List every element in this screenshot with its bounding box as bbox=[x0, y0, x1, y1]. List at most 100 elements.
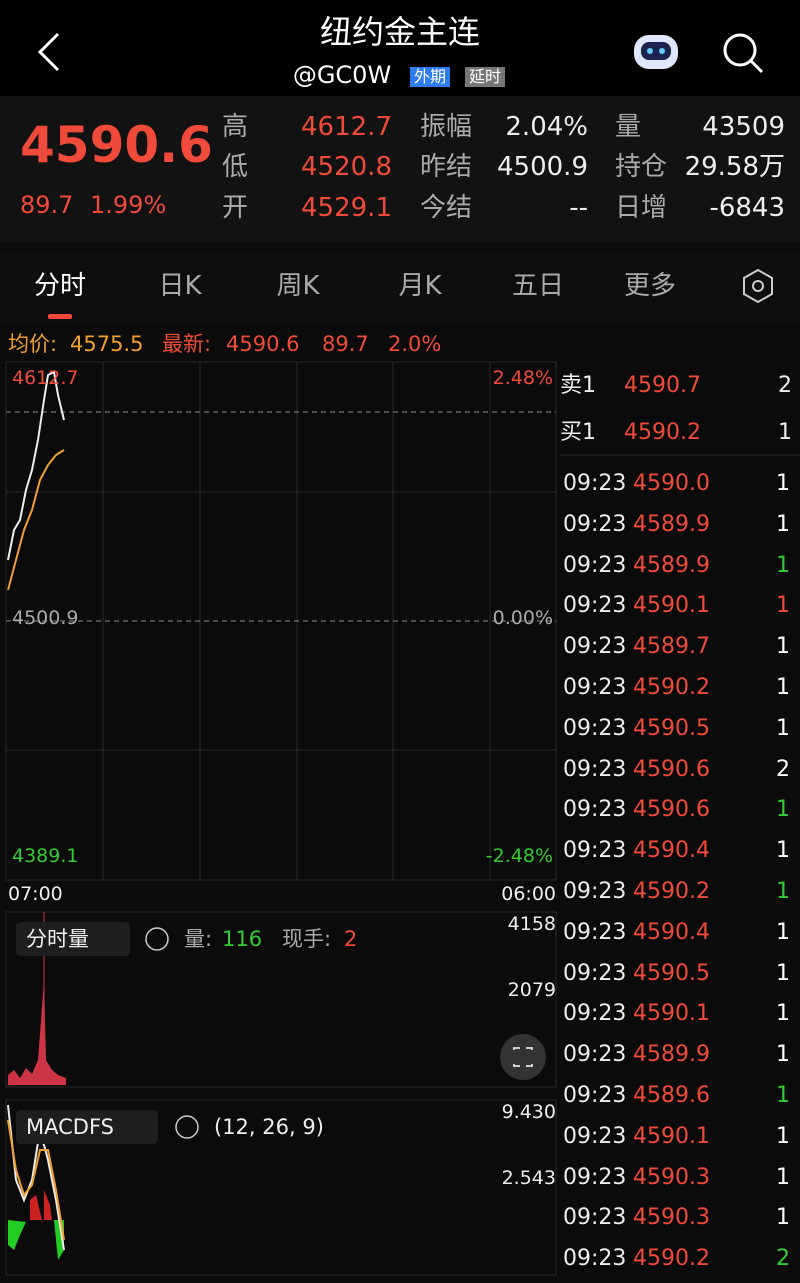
stat-value: 43509 bbox=[702, 112, 785, 142]
trade-qty: 1 bbox=[776, 593, 790, 619]
volume-scale: 2079 bbox=[507, 978, 556, 1001]
macd-params: (12, 26, 9) bbox=[214, 1114, 324, 1139]
trade-price: 4590.3 bbox=[633, 1205, 710, 1231]
avg: 4575.5 bbox=[70, 331, 144, 356]
tab[interactable]: 日K bbox=[158, 271, 202, 301]
trade-qty: 1 bbox=[776, 797, 790, 823]
trade-qty: 1 bbox=[776, 1205, 790, 1231]
tag: 外期 bbox=[410, 67, 451, 87]
trade-time: 09:23 bbox=[563, 1246, 627, 1272]
book-label: 卖1 bbox=[560, 373, 596, 398]
percent: 1.99% bbox=[90, 191, 167, 219]
stat-value: -6843 bbox=[709, 193, 785, 223]
trade-price: 4589.7 bbox=[633, 634, 710, 660]
robot-icon[interactable] bbox=[634, 35, 678, 69]
trade-qty: 1 bbox=[776, 1123, 790, 1149]
search-icon[interactable] bbox=[723, 33, 764, 74]
book-price: 4590.2 bbox=[624, 420, 701, 445]
trade-time: 09:23 bbox=[563, 1042, 627, 1068]
stat-label: 量 bbox=[615, 112, 642, 142]
stat-label: 低 bbox=[222, 152, 249, 182]
stat-label: 日增 bbox=[615, 193, 668, 223]
tag: 延时 bbox=[465, 67, 506, 87]
code: @GC0W bbox=[292, 61, 392, 89]
trade-time: 09:23 bbox=[563, 1164, 627, 1190]
title: 纽约金主连 bbox=[319, 13, 481, 51]
pct-high: 2.48% bbox=[492, 366, 553, 389]
back-button[interactable] bbox=[37, 32, 60, 72]
latest-label: 最新: bbox=[162, 331, 212, 356]
settings-icon[interactable] bbox=[743, 268, 773, 304]
stat-label: 持仓 bbox=[615, 152, 668, 182]
trade-qty: 1 bbox=[776, 1001, 790, 1027]
book-label: 买1 bbox=[560, 420, 596, 445]
trade-time: 09:23 bbox=[563, 511, 627, 537]
trade-price: 4589.9 bbox=[633, 552, 710, 578]
trade-qty: 2 bbox=[776, 756, 790, 782]
trade-price: 4590.3 bbox=[633, 1164, 710, 1190]
hand-label: 现手: bbox=[282, 926, 332, 951]
volume-scale: 4158 bbox=[507, 912, 556, 935]
trade-price: 4590.4 bbox=[633, 838, 710, 864]
macd-name[interactable]: MACDFS bbox=[26, 1114, 114, 1139]
volume-value: 116 bbox=[222, 926, 263, 951]
trade-price: 4590.5 bbox=[633, 715, 710, 741]
trade-qty: 1 bbox=[776, 552, 790, 578]
volume-selector[interactable]: 分时量 bbox=[26, 926, 89, 951]
trade-time: 09:23 bbox=[563, 471, 627, 496]
stat-label: 开 bbox=[222, 193, 249, 223]
trade-time: 09:23 bbox=[563, 1001, 627, 1027]
trade-qty: 1 bbox=[776, 634, 790, 660]
tab[interactable]: 周K bbox=[276, 271, 320, 301]
tab[interactable]: 五日 bbox=[511, 271, 565, 301]
trade-time: 09:23 bbox=[563, 960, 627, 986]
stat-value: 4612.7 bbox=[301, 112, 392, 142]
trade-price: 4590.2 bbox=[633, 879, 710, 904]
pct-mid: 0.00% bbox=[492, 606, 553, 629]
trade-time: 09:23 bbox=[563, 1123, 627, 1149]
trade-price: 4589.9 bbox=[633, 511, 710, 537]
trade-time: 09:23 bbox=[563, 1205, 627, 1231]
stat-label: 振幅 bbox=[420, 112, 473, 142]
trade-price: 4590.2 bbox=[633, 675, 710, 700]
trade-qty: 1 bbox=[776, 1164, 790, 1190]
macd-scale: 2.543 bbox=[501, 1166, 556, 1189]
trade-price: 4589.9 bbox=[633, 1042, 710, 1068]
hand-value: 2 bbox=[344, 926, 358, 951]
trade-price: 4590.0 bbox=[633, 471, 710, 496]
latest-change: 89.7 bbox=[322, 331, 369, 356]
trade-time: 09:23 bbox=[563, 879, 627, 904]
latest: 4590.6 bbox=[226, 331, 300, 356]
trade-price: 4590.6 bbox=[633, 756, 710, 782]
tab[interactable]: 更多 bbox=[623, 271, 677, 301]
trade-time: 09:23 bbox=[563, 919, 627, 945]
trade-time: 09:23 bbox=[563, 1083, 627, 1108]
stat-value: 4500.9 bbox=[497, 152, 588, 182]
trade-price: 4590.4 bbox=[633, 919, 710, 945]
trade-time: 09:23 bbox=[563, 838, 627, 864]
stat-value: -- bbox=[569, 193, 588, 223]
trade-time: 09:23 bbox=[563, 634, 627, 660]
trade-price: 4590.1 bbox=[633, 1001, 710, 1027]
trade-qty: 1 bbox=[776, 1042, 790, 1068]
trade-qty: 1 bbox=[776, 1083, 790, 1108]
time-start: 07:00 bbox=[8, 882, 63, 905]
stat-label: 今结 bbox=[420, 193, 473, 223]
stat-value: 4529.1 bbox=[301, 193, 392, 223]
trade-price: 4590.5 bbox=[633, 960, 710, 986]
time-end: 06:00 bbox=[501, 882, 556, 905]
avg-label: 均价: bbox=[8, 331, 58, 356]
trade-qty: 1 bbox=[776, 675, 790, 700]
tab[interactable]: 月K bbox=[398, 271, 442, 301]
trade-price: 4590.1 bbox=[633, 1123, 710, 1149]
book-price: 4590.7 bbox=[624, 373, 701, 398]
stat-value: 29.58万 bbox=[684, 152, 785, 182]
pct-low: -2.48% bbox=[485, 844, 553, 867]
trade-qty: 1 bbox=[776, 511, 790, 537]
high-label: 4612.7 bbox=[12, 366, 79, 389]
trade-qty: 2 bbox=[776, 1246, 790, 1272]
trade-qty: 1 bbox=[776, 471, 790, 496]
tab[interactable]: 分时 bbox=[33, 271, 87, 301]
stat-value: 2.04% bbox=[505, 112, 588, 142]
